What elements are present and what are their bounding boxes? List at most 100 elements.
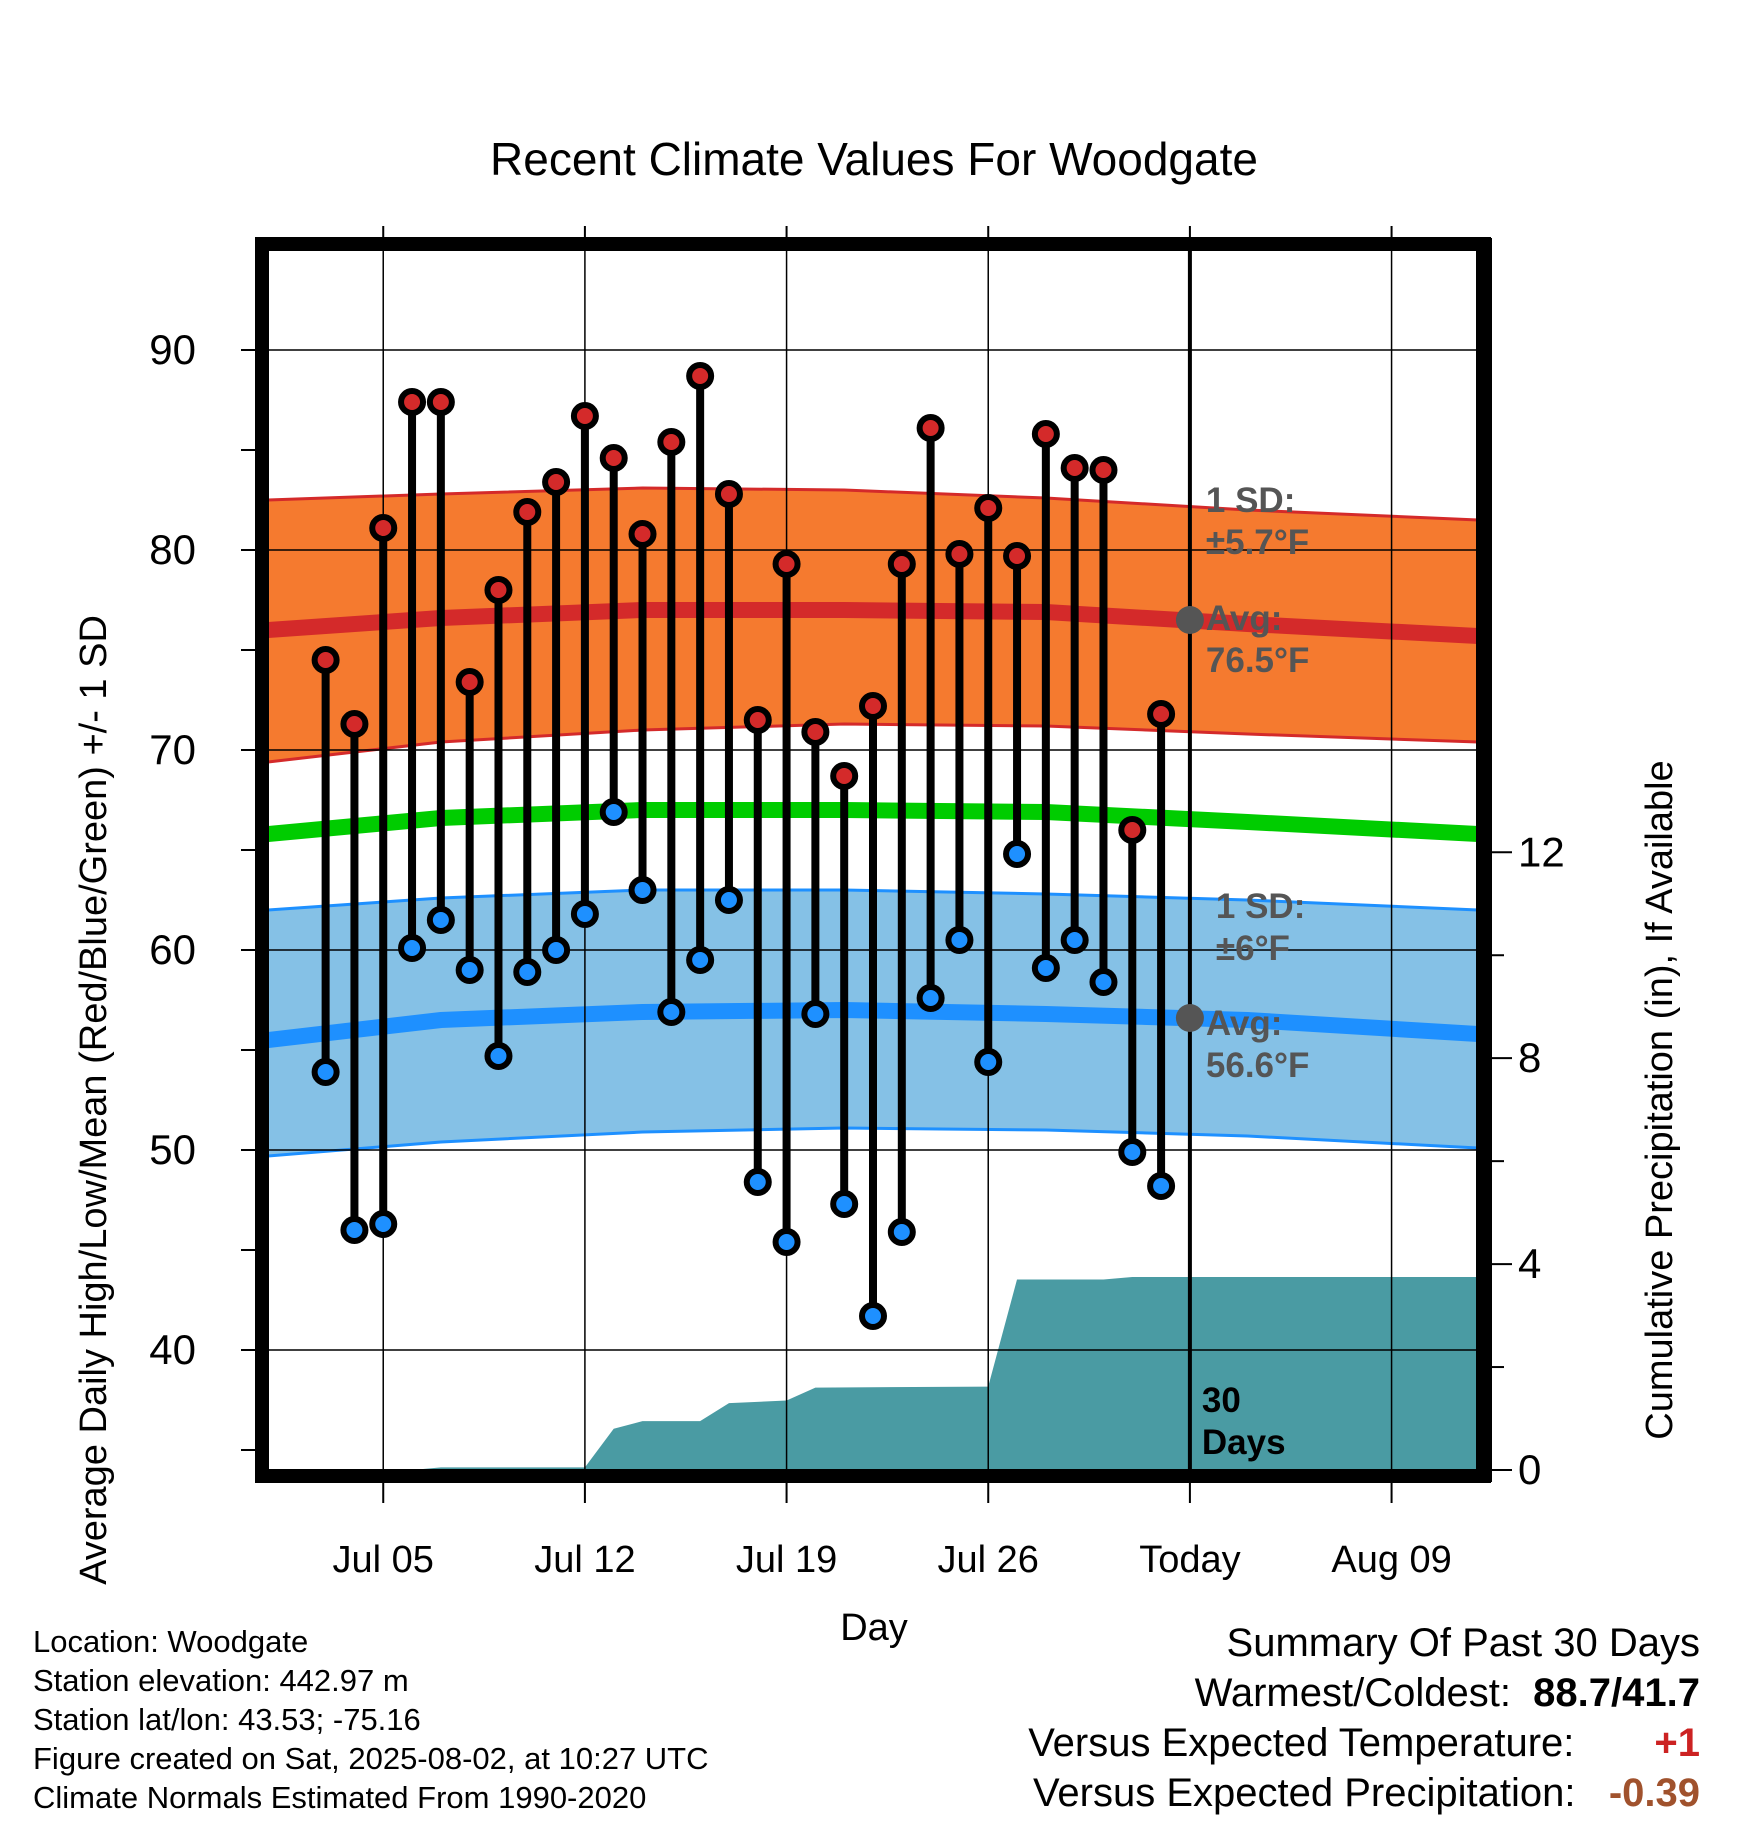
warm-cold-value: 88.7/41.7 — [1533, 1671, 1700, 1715]
daily-low-point — [426, 906, 455, 934]
daily-high-point — [974, 494, 1003, 522]
daily-high-point — [1089, 456, 1118, 484]
high-sd-annotation: 1 SD: ±5.7°F — [1206, 481, 1309, 562]
daily-high-point — [1031, 420, 1060, 448]
daily-low-point — [1003, 840, 1032, 868]
daily-high-point — [1118, 816, 1147, 844]
x-tick-label: Jul 05 — [333, 1539, 434, 1581]
plot-area: 1 SD: ±5.7°F Avg: 76.5°F 1 SD: ±6°F Avg: 56.6°F… — [268, 250, 1478, 1470]
y-tick-label: 60 — [149, 926, 196, 973]
precip-value: -0.39 — [1608, 1771, 1700, 1815]
daily-low-point — [340, 1216, 369, 1244]
x-tick-label: Jul 19 — [736, 1539, 837, 1581]
daily-low-point — [830, 1190, 859, 1218]
daily-high-point — [714, 480, 743, 508]
low-avg-annotation: Avg: 56.6°F — [1206, 1004, 1310, 1085]
precip-row: Versus Expected Precipitation: -0.39 — [1028, 1768, 1700, 1818]
daily-high-point — [513, 498, 542, 526]
x-tick-label: Jul 26 — [938, 1539, 1039, 1581]
daily-low-point — [484, 1042, 513, 1070]
low-avg-marker — [1175, 1004, 1204, 1032]
daily-low-point — [686, 946, 715, 974]
daily-low-point — [455, 956, 484, 984]
daily-high-point — [916, 414, 945, 442]
high-avg-marker — [1175, 606, 1204, 634]
y2-tick-label: 4 — [1518, 1240, 1541, 1287]
daily-high-point — [599, 444, 628, 472]
daily-low-point — [369, 1210, 398, 1238]
daily-high-point — [1147, 700, 1176, 728]
daily-low-point — [1118, 1138, 1147, 1166]
summary-title: Summary Of Past 30 Days — [1226, 1621, 1700, 1665]
daily-high-point — [311, 646, 340, 674]
chart-title: Recent Climate Values For Woodgate — [490, 133, 1258, 185]
axes: 40 50 60 70 80 90 0 4 8 12 Jul 05 Jul 12 Jul 19 Jul 2… — [149, 226, 1565, 1581]
daily-low-point — [599, 798, 628, 826]
days-annotation: 30 Days — [1202, 1381, 1286, 1462]
y2-tick-label: 12 — [1518, 828, 1565, 875]
daily-low-point — [859, 1302, 887, 1330]
daily-high-point — [426, 388, 455, 416]
y2-tick-label: 8 — [1518, 1034, 1541, 1081]
x-tick-label: Aug 09 — [1331, 1539, 1451, 1581]
temp-value: +1 — [1654, 1721, 1700, 1765]
y-tick-label: 50 — [149, 1126, 196, 1173]
daily-high-point — [628, 520, 657, 548]
daily-high-point — [369, 514, 398, 542]
summary-panel: Summary Of Past 30 Days Warmest/Coldest:… — [1028, 1618, 1700, 1818]
daily-high-point — [542, 468, 571, 496]
daily-high-point — [1003, 542, 1032, 570]
daily-high-point — [484, 576, 513, 604]
daily-low-point — [1147, 1172, 1176, 1200]
y2-tick-label: 0 — [1518, 1446, 1541, 1493]
temp-row: Versus Expected Temperature: +1 — [1028, 1718, 1700, 1768]
daily-high-point — [686, 362, 715, 390]
normals-text: Climate Normals Estimated From 1990-2020 — [33, 1780, 647, 1815]
created-text: Figure created on Sat, 2025-08-02, at 10… — [33, 1741, 709, 1776]
y-tick-label: 80 — [149, 526, 196, 573]
y-tick-label: 90 — [149, 326, 196, 373]
daily-high-point — [772, 550, 801, 578]
daily-high-point — [657, 428, 686, 456]
y-tick-label: 40 — [149, 1326, 196, 1373]
low-sd-annotation: 1 SD: ±6°F — [1216, 887, 1305, 968]
daily-low-point — [916, 984, 945, 1012]
daily-low-point — [974, 1048, 1003, 1076]
y-axis-label: Average Daily High/Low/Mean (Red/Blue/Gr… — [73, 615, 115, 1585]
daily-high-point — [945, 540, 974, 568]
daily-low-point — [743, 1168, 772, 1196]
daily-low-point — [1060, 926, 1089, 954]
daily-low-point — [1031, 954, 1060, 982]
warm-cold-label: Warmest/Coldest: — [1194, 1671, 1511, 1715]
daily-low-point — [801, 1000, 830, 1028]
daily-low-point — [570, 900, 599, 928]
daily-high-point — [455, 668, 484, 696]
daily-high-point — [1060, 454, 1089, 482]
daily-high-point — [743, 706, 772, 734]
daily-high-point — [801, 718, 830, 746]
daily-high-point — [859, 692, 887, 720]
precip-label: Versus Expected Precipitation: — [1032, 1771, 1576, 1815]
latlon-text: Station lat/lon: 43.53; -75.16 — [33, 1702, 421, 1737]
precip-area — [268, 1277, 1478, 1470]
daily-high-point — [887, 550, 916, 578]
daily-low-point — [311, 1058, 340, 1086]
daily-low-point — [887, 1218, 916, 1246]
y-tick-label: 70 — [149, 726, 196, 773]
elevation-text: Station elevation: 442.97 m — [33, 1663, 409, 1698]
daily-high-point — [340, 710, 369, 738]
daily-high-point — [570, 402, 599, 430]
temp-label: Versus Expected Temperature: — [1028, 1721, 1575, 1765]
daily-low-point — [714, 886, 743, 914]
x-tick-label: Today — [1139, 1539, 1240, 1581]
daily-low-point — [628, 876, 657, 904]
station-info: Location: Woodgate Station elevation: 44… — [33, 1622, 709, 1817]
warm-cold-row: Warmest/Coldest: 88.7/41.7 — [1028, 1668, 1700, 1718]
daily-high-point — [398, 388, 427, 416]
daily-low-point — [542, 936, 571, 964]
high-sd-band — [268, 488, 1478, 762]
high-avg-annotation: Avg: 76.5°F — [1206, 599, 1310, 680]
daily-low-point — [945, 926, 974, 954]
daily-low-point — [513, 958, 542, 986]
